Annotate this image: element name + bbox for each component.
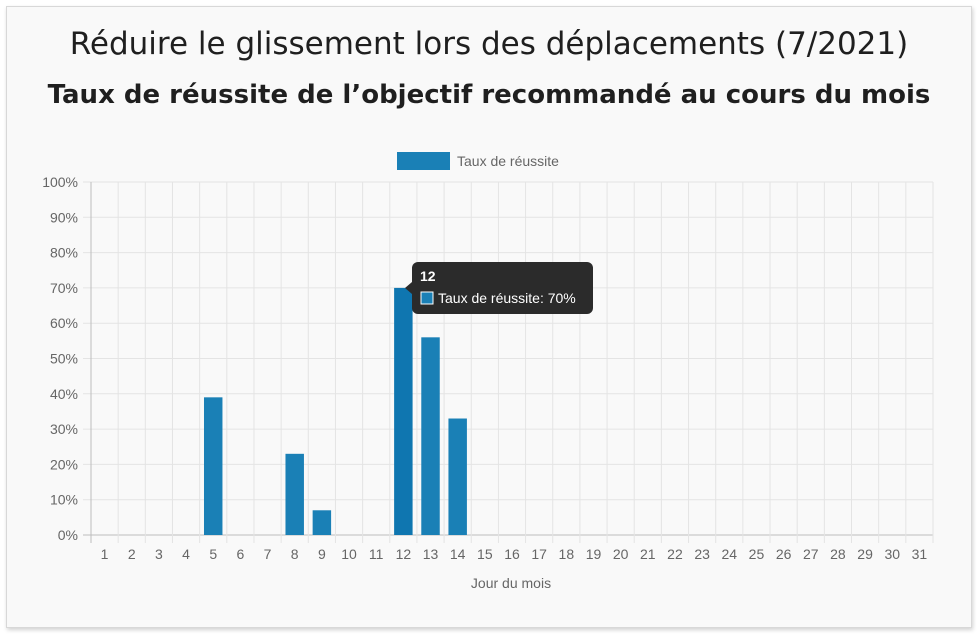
y-tick-label: 40% [50,386,78,402]
legend[interactable]: Taux de réussite [397,152,559,170]
y-tick-label: 10% [50,492,78,508]
x-tick-label: 6 [236,546,244,562]
tooltip-title: 12 [420,268,436,284]
x-tick-label: 2 [128,546,136,562]
x-tick-label: 21 [640,546,656,562]
x-tick-label: 5 [209,546,217,562]
tooltip-caret [405,282,412,294]
y-tick-label: 30% [50,421,78,437]
x-tick-label: 3 [155,546,163,562]
bar-day-5[interactable] [203,397,223,535]
bar-day-9[interactable] [312,510,332,535]
tooltip: 12 Taux de réussite: 70% [405,262,593,314]
x-tick-label: 8 [291,546,299,562]
x-tick-label: 13 [423,546,439,562]
x-tick-label: 18 [559,546,575,562]
x-axis-title: Jour du mois [471,575,551,591]
bar-day-8[interactable] [285,453,304,535]
x-tick-label: 7 [264,546,272,562]
y-tick-label: 0% [58,527,78,543]
y-tick-label: 90% [50,209,78,225]
bar-day-14[interactable] [448,418,467,535]
x-tick-label: 27 [803,546,819,562]
tooltip-box [412,262,593,314]
x-tick-label: 19 [586,546,602,562]
tooltip-body: Taux de réussite: 70% [438,290,576,306]
legend-swatch [397,152,450,170]
tooltip-swatch [420,291,434,305]
x-tick-label: 28 [830,546,846,562]
x-tick-label: 1 [101,546,109,562]
bars [203,287,467,535]
x-tick-label: 16 [504,546,520,562]
x-tick-label: 20 [613,546,629,562]
y-tick-label: 60% [50,315,78,331]
bar-day-13[interactable] [421,337,440,535]
y-tick-label: 80% [50,245,78,261]
legend-label: Taux de réussite [457,153,559,169]
y-tick-label: 50% [50,351,78,367]
x-tick-label: 4 [182,546,190,562]
x-tick-label: 14 [450,546,466,562]
x-tick-label: 22 [667,546,683,562]
x-tick-label: 29 [857,546,873,562]
y-tick-label: 70% [50,280,78,296]
x-tick-label: 23 [694,546,710,562]
y-tick-label: 100% [42,174,78,190]
x-tick-labels: 1 2 3 4 5 6 7 8 9 10 11 12 13 14 15 16 17 18 19 20 21 22 23 24 2… [101,546,928,562]
x-tick-label: 10 [341,546,357,562]
y-tick-labels: 0% 10% 20% 30% 40% 50% 60% 70% 80% 90% 100% [42,174,78,543]
x-tick-label: 31 [912,546,928,562]
x-tick-label: 9 [318,546,326,562]
x-tick-label: 11 [369,546,384,562]
chart-card [6,6,972,628]
x-tick-label: 12 [396,546,412,562]
x-tick-label: 15 [477,546,493,562]
chart-title: Réduire le glissement lors des déplaceme… [69,26,909,62]
chart-subtitle: Taux de réussite de l’objectif recommand… [47,80,931,110]
x-tick-label: 24 [722,546,738,562]
x-tick-label: 26 [776,546,792,562]
x-tick-label: 25 [749,546,765,562]
bar-day-12[interactable] [394,287,413,535]
x-tick-label: 17 [531,546,547,562]
x-tick-label: 30 [884,546,900,562]
y-tick-label: 20% [50,456,78,472]
grid-lines [83,181,934,543]
